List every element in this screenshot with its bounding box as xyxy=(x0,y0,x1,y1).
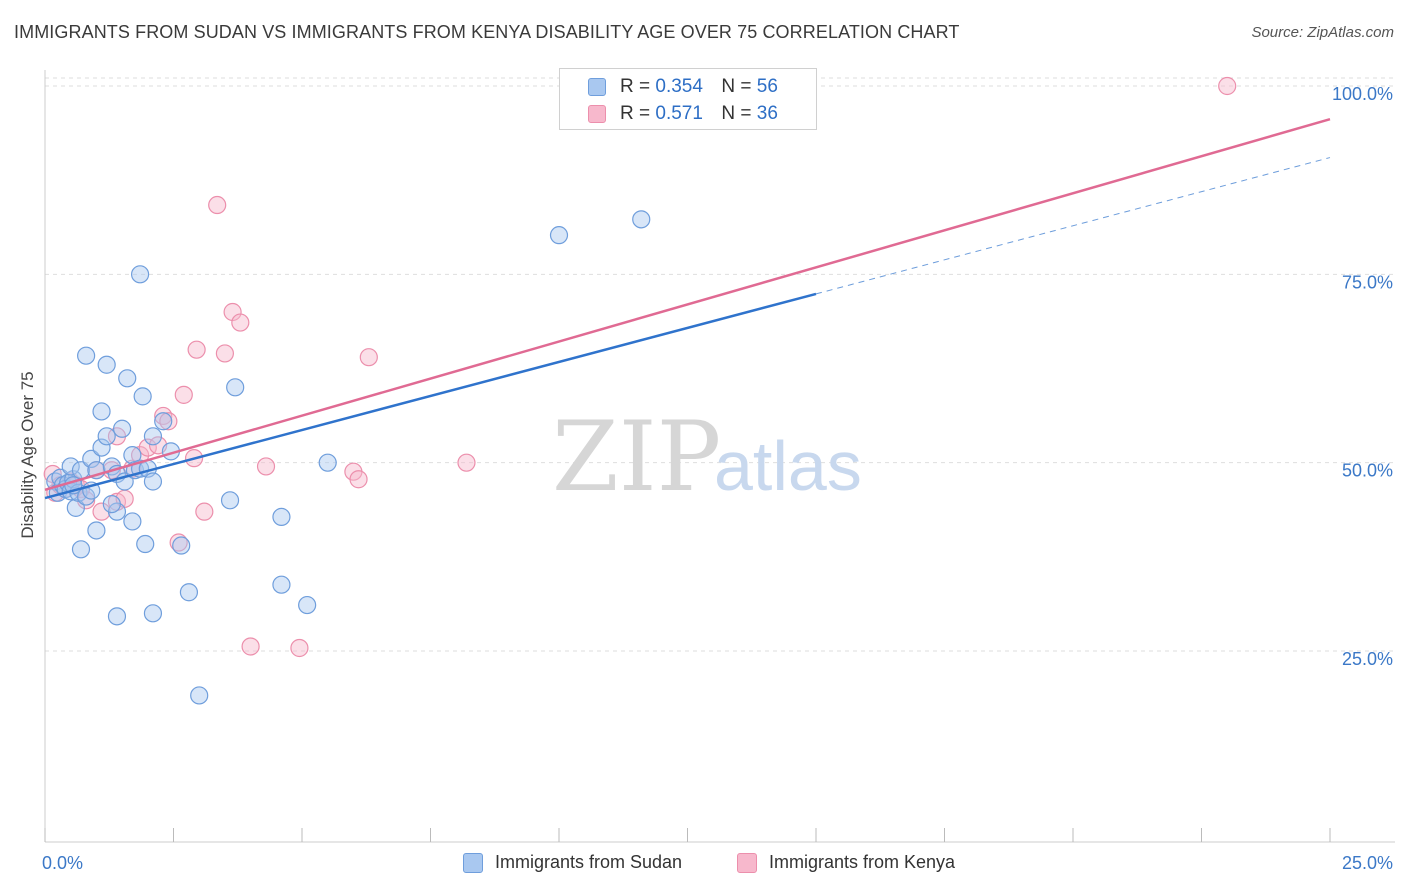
sudan-n-value: 56 xyxy=(756,76,778,97)
stats-legend: R = 0.354 N = 56 R = 0.571 N = 36 xyxy=(559,68,817,130)
data-point xyxy=(112,419,132,438)
data-point xyxy=(457,453,476,472)
kenya-n-value: 36 xyxy=(756,103,778,124)
data-point xyxy=(256,457,276,476)
data-point xyxy=(66,498,85,517)
sudan-points xyxy=(46,210,651,705)
data-point xyxy=(82,449,101,468)
trend-lines xyxy=(44,117,1331,500)
kenya-trend-line xyxy=(44,117,1331,491)
data-point xyxy=(226,378,245,397)
data-point xyxy=(172,536,191,555)
tick-labels: 25.0% 50.0% 75.0% 100.0% 0.0% 25.0% xyxy=(42,84,1393,873)
data-point xyxy=(154,412,173,431)
data-point xyxy=(92,402,111,421)
data-point xyxy=(123,512,142,531)
x-tick-label: 0.0% xyxy=(42,853,83,873)
data-point xyxy=(298,595,317,615)
data-point xyxy=(169,533,188,552)
data-point xyxy=(92,502,111,521)
sudan-trend-extension xyxy=(815,157,1331,295)
data-point xyxy=(159,412,178,431)
data-point xyxy=(71,540,91,559)
data-point xyxy=(195,502,214,521)
data-point xyxy=(220,491,240,510)
sudan-swatch xyxy=(588,78,606,96)
data-point xyxy=(143,472,163,491)
data-point xyxy=(215,344,234,363)
kenya-points xyxy=(43,76,1237,658)
data-point xyxy=(1218,76,1237,96)
legend-item-sudan[interactable]: Immigrants from Sudan xyxy=(463,852,682,873)
source-label: Source: ZipAtlas.com xyxy=(1251,24,1394,41)
data-point xyxy=(318,453,337,472)
legend-item-kenya[interactable]: Immigrants from Kenya xyxy=(737,852,955,873)
data-point xyxy=(179,583,199,602)
data-point xyxy=(133,387,152,406)
sudan-legend-label: Immigrants from Sudan xyxy=(495,852,683,872)
x-tick-label: 25.0% xyxy=(1342,853,1393,873)
kenya-n-label: N = xyxy=(721,103,752,124)
data-point xyxy=(97,355,116,374)
data-point xyxy=(136,534,155,554)
data-point xyxy=(208,195,227,215)
y-tick-label: 50.0% xyxy=(1342,461,1393,481)
sudan-n-label: N = xyxy=(721,76,752,97)
data-point xyxy=(102,495,121,514)
data-point xyxy=(349,470,368,489)
gridlines xyxy=(45,77,1395,652)
data-point xyxy=(359,348,378,367)
data-point xyxy=(272,575,291,594)
data-point xyxy=(231,313,250,332)
legend-row-kenya: R = 0.571 N = 36 xyxy=(588,101,778,127)
data-point xyxy=(143,604,163,623)
data-point xyxy=(130,265,150,284)
data-point xyxy=(87,521,106,540)
data-point xyxy=(61,457,80,476)
sudan-r-label: R = xyxy=(620,76,651,97)
y-tick-label: 25.0% xyxy=(1342,649,1393,669)
chart-title: IMMIGRANTS FROM SUDAN VS IMMIGRANTS FROM… xyxy=(14,22,960,42)
y-tick-label: 100.0% xyxy=(1332,84,1393,104)
data-point xyxy=(143,427,163,446)
data-point xyxy=(241,637,260,656)
y-tick-label: 75.0% xyxy=(1342,272,1393,292)
data-point xyxy=(549,226,569,245)
data-point xyxy=(97,427,116,446)
kenya-r-value: 0.571 xyxy=(655,103,703,124)
data-point xyxy=(290,638,309,658)
data-point xyxy=(118,369,137,388)
data-point xyxy=(77,346,96,365)
data-point xyxy=(92,438,111,457)
data-point xyxy=(174,385,193,404)
legend-row-sudan: R = 0.354 N = 56 xyxy=(588,74,778,100)
data-point xyxy=(107,607,127,626)
data-point xyxy=(187,340,206,359)
watermark: ZIP atlas xyxy=(552,401,862,513)
kenya-legend-label: Immigrants from Kenya xyxy=(769,852,956,872)
axes xyxy=(44,70,1395,843)
sudan-r-value: 0.354 xyxy=(655,76,703,97)
kenya-r-label: R = xyxy=(620,103,651,124)
data-point xyxy=(632,210,651,229)
data-point xyxy=(154,406,173,426)
sudan-trend-line xyxy=(44,292,817,500)
data-point xyxy=(190,686,209,705)
data-point xyxy=(272,507,291,527)
sudan-legend-swatch xyxy=(463,852,483,873)
watermark-atlas: atlas xyxy=(714,427,862,505)
kenya-swatch xyxy=(588,105,606,123)
watermark-zip: ZIP xyxy=(552,401,721,513)
kenya-legend-swatch xyxy=(737,852,757,873)
